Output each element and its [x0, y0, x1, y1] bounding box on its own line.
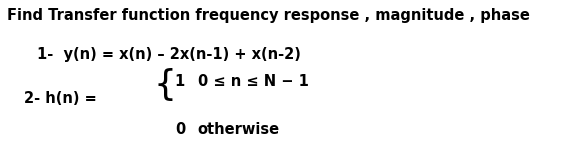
Text: 1: 1 — [175, 74, 185, 89]
Text: 2- h(n) =: 2- h(n) = — [24, 91, 97, 106]
Text: {: { — [154, 68, 176, 102]
Text: 1-  y(n) = x(n) – 2x(n-1) + x(n-2): 1- y(n) = x(n) – 2x(n-1) + x(n-2) — [37, 47, 301, 62]
Text: 0 ≤ n ≤ N − 1: 0 ≤ n ≤ N − 1 — [198, 74, 308, 89]
Text: 0: 0 — [175, 122, 185, 138]
Text: Find Transfer function frequency response , magnitude , phase: Find Transfer function frequency respons… — [7, 8, 530, 23]
Text: otherwise: otherwise — [198, 122, 280, 138]
